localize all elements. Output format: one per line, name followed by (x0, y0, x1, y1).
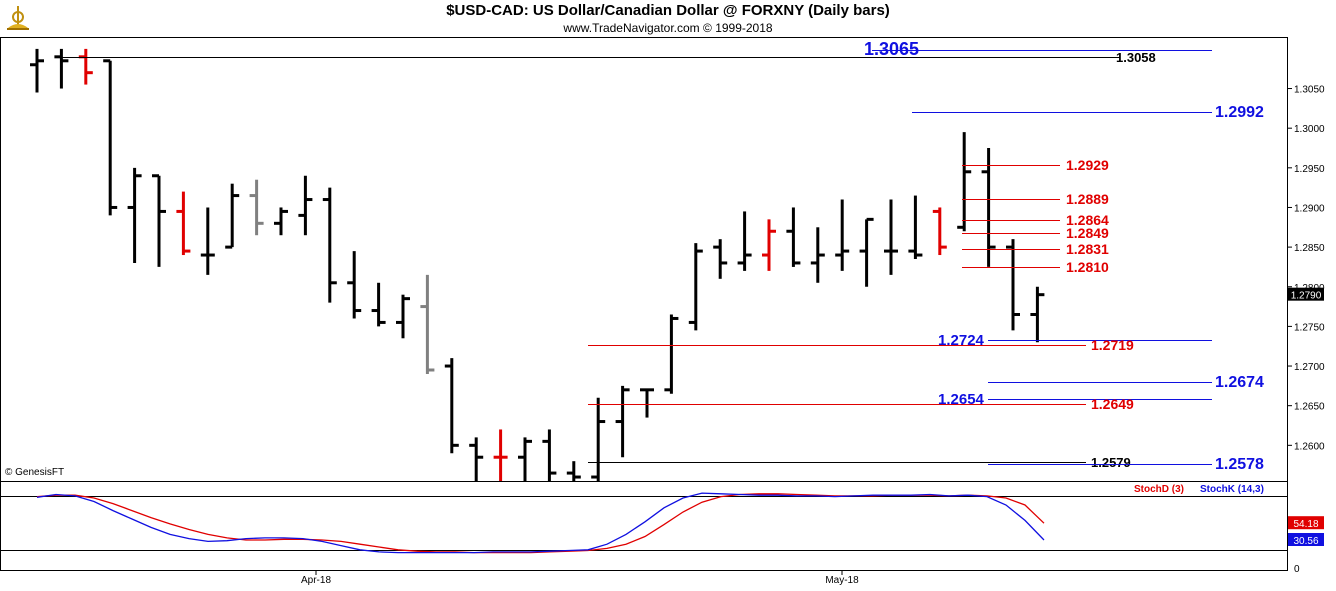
genesis-watermark: © GenesisFT (5, 467, 65, 478)
price-level-label: 1.2649 (1091, 396, 1134, 412)
stochd-value-badge (1288, 516, 1324, 530)
price-level-label: 1.2849 (1066, 225, 1109, 241)
y-tick-label: 1.3000 (1294, 124, 1325, 135)
chart-subtitle: www.TradeNavigator.com © 1999-2018 (563, 21, 773, 35)
x-tick-label: Apr-18 (301, 575, 331, 586)
y-tick-label: 1.2750 (1294, 322, 1325, 333)
y-tick-label: 1.2650 (1294, 402, 1325, 413)
y-tick-label: 1.3050 (1294, 85, 1325, 96)
price-level-label: 1.2929 (1066, 157, 1109, 173)
chart-title: $USD-CAD: US Dollar/Canadian Dollar @ FO… (446, 2, 890, 19)
stochk-value: 30.56 (1293, 536, 1318, 547)
price-level-label: 1.3065 (864, 39, 919, 59)
price-level-label: 1.2864 (1066, 212, 1109, 228)
stochd-line (36, 493, 1045, 554)
y-tick-label: 1.2700 (1294, 362, 1325, 373)
last-price-badge (1288, 287, 1324, 301)
price-level-label: 1.2724 (938, 332, 985, 349)
stoch-y-tick-label: 0 (1294, 564, 1300, 575)
price-level-label: 1.2674 (1215, 374, 1264, 391)
stochd-legend: StochD (3) (1134, 484, 1184, 495)
last-price-label: 1.2790 (1291, 291, 1322, 302)
y-tick-label: 1.2600 (1294, 441, 1325, 452)
price-level-label: 1.3058 (1116, 50, 1156, 65)
price-level-label: 1.2992 (1215, 104, 1264, 121)
chart-frame (0, 37, 1288, 571)
y-tick-label: 1.2900 (1294, 203, 1325, 214)
x-tick-label: May-18 (825, 575, 859, 586)
price-level-label: 1.2654 (938, 391, 985, 408)
y-tick-label: 1.2850 (1294, 243, 1325, 254)
price-level-label: 1.2719 (1091, 337, 1134, 353)
y-tick-label: 1.2950 (1294, 164, 1325, 175)
stochd-value: 54.18 (1293, 519, 1318, 530)
stochk-legend: StochK (14,3) (1200, 484, 1264, 495)
tradenavigator-logo-icon (4, 4, 32, 32)
stochk-value-badge (1288, 533, 1324, 546)
stochk-line (36, 492, 1045, 554)
price-level-label: 1.2810 (1066, 259, 1109, 275)
price-level-label: 1.2889 (1066, 191, 1109, 207)
price-level-label: 1.2831 (1066, 241, 1109, 257)
price-level-label: 1.2579 (1091, 455, 1131, 470)
price-level-label: 1.2578 (1215, 456, 1264, 473)
